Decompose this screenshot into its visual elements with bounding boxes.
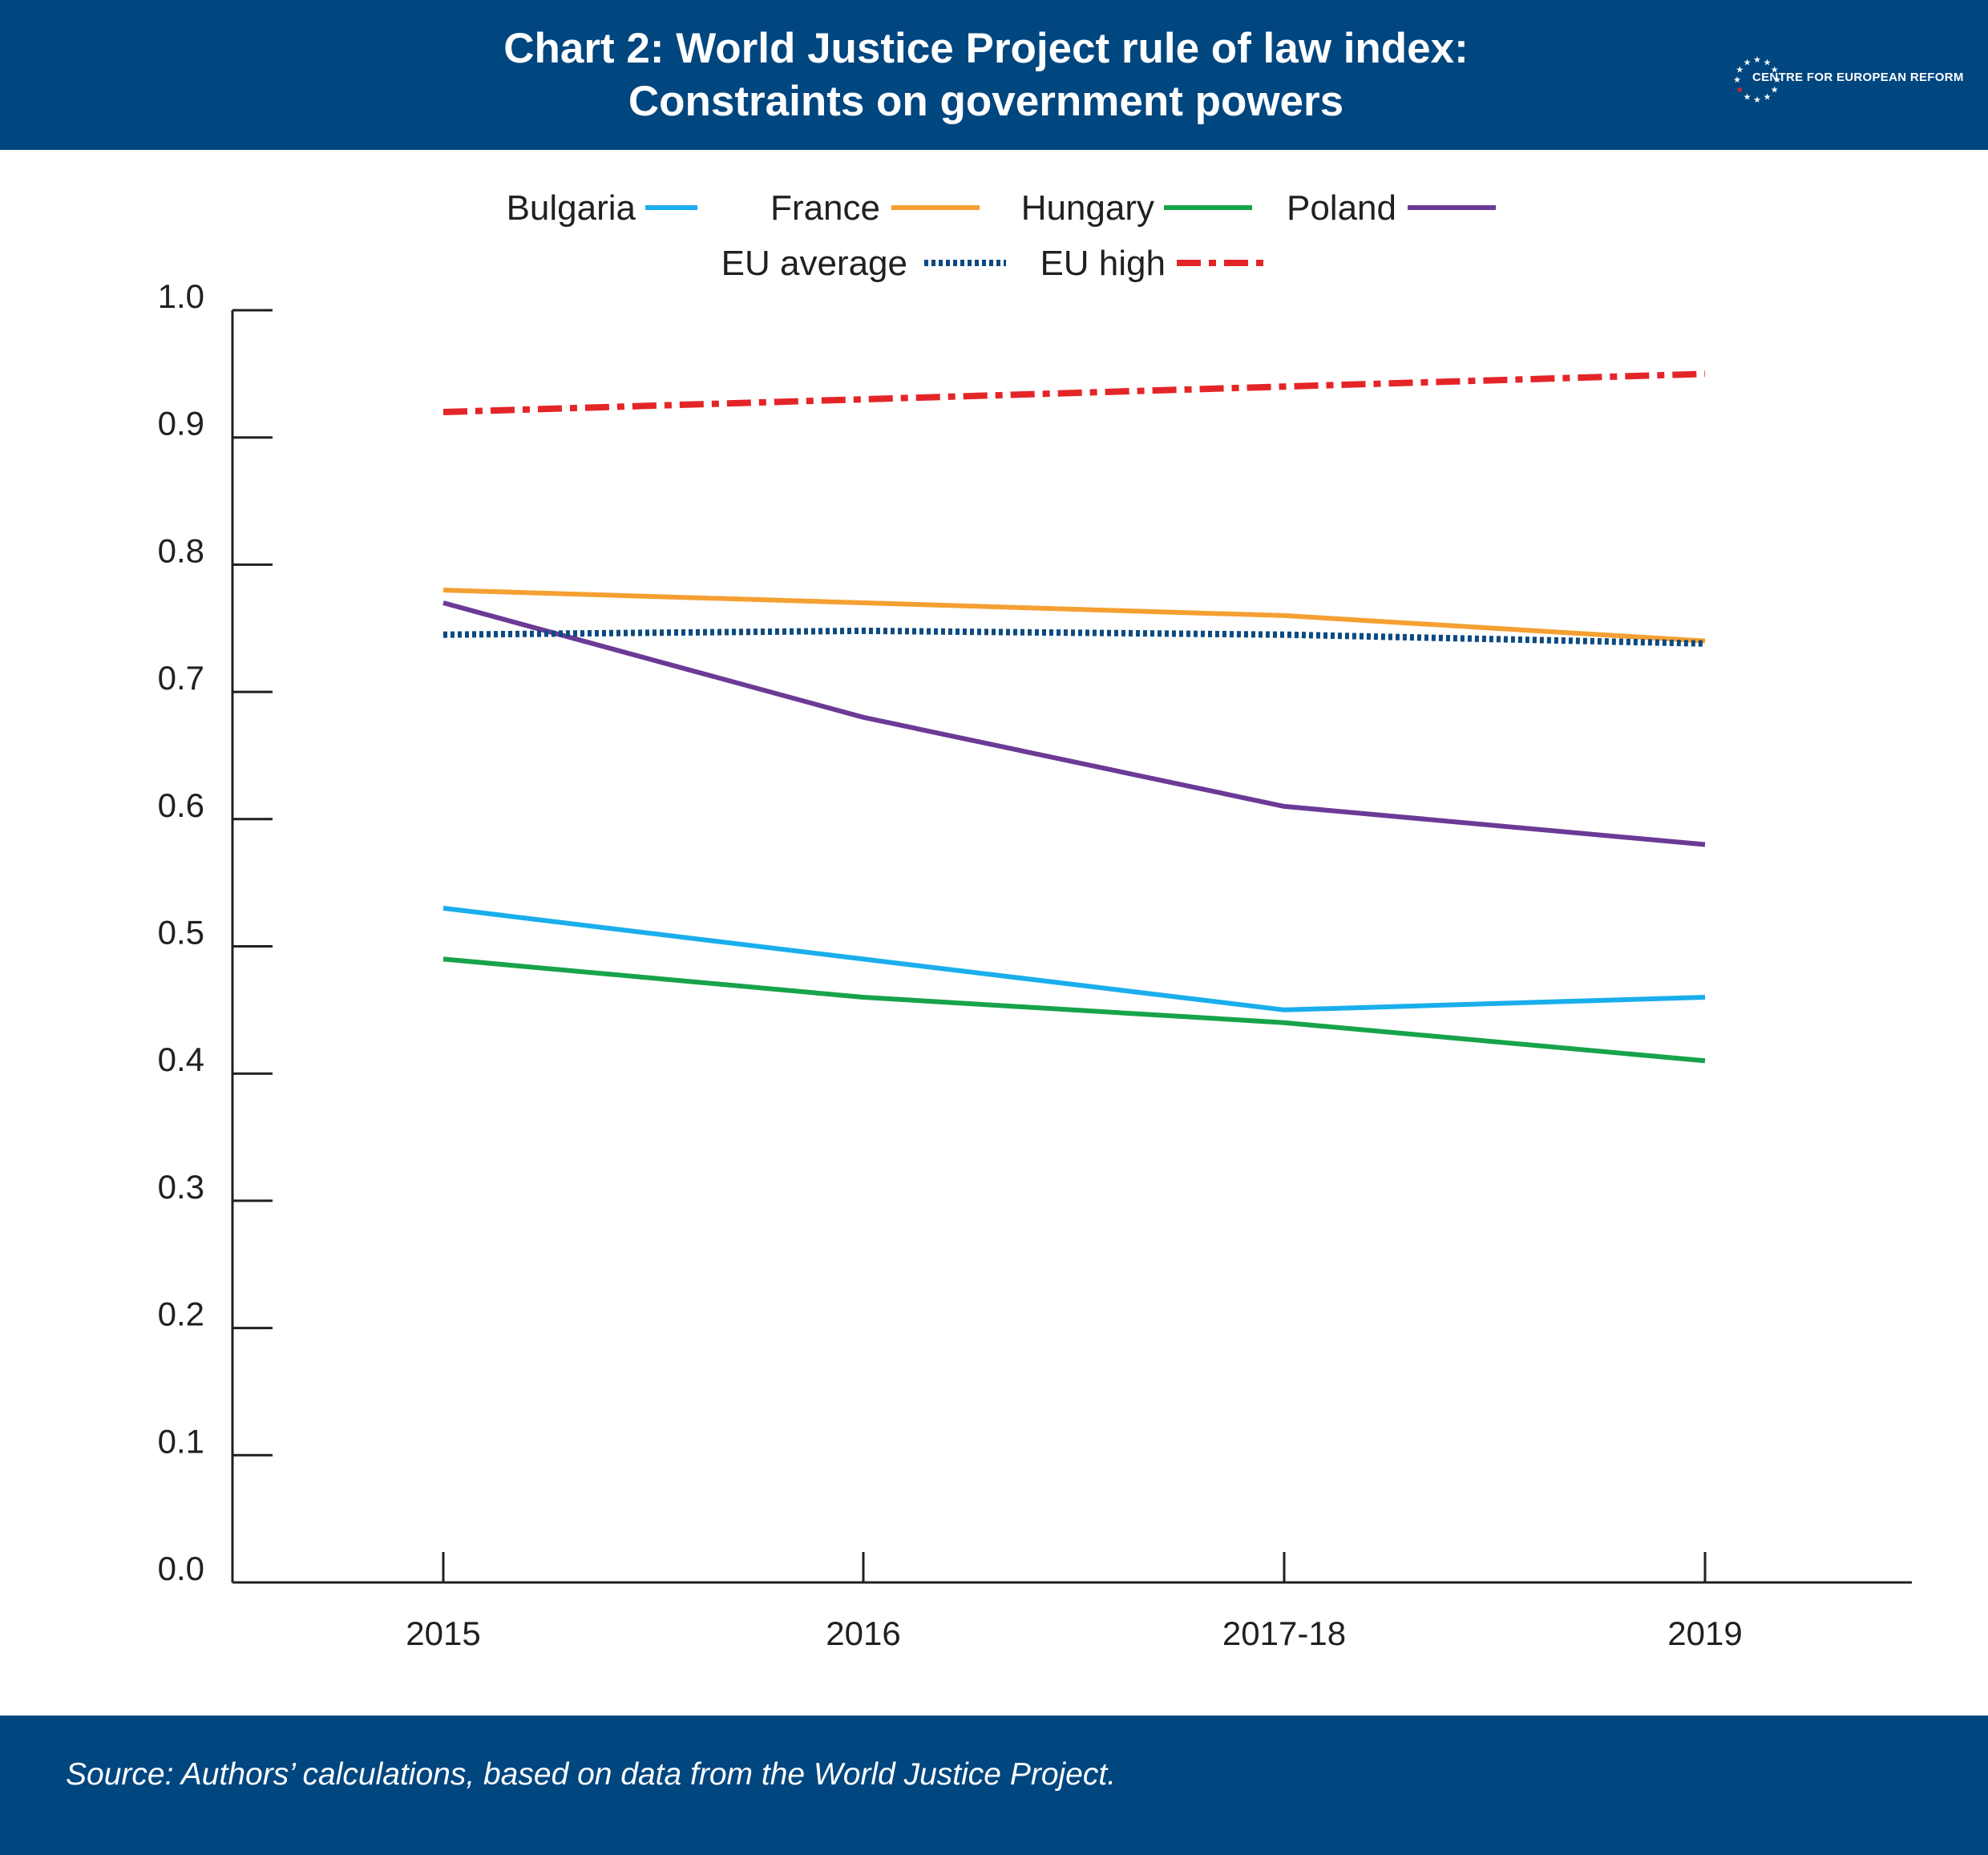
x-axis: 2015 2016 2017-18 2019	[232, 1552, 1912, 1652]
chart-header: Chart 2: World Justice Project rule of l…	[0, 0, 1988, 150]
legend-label-eu-average: EU average	[721, 244, 907, 283]
y-tick-label: 0.1	[158, 1422, 204, 1460]
cer-logo-text: CENTRE FOR EUROPEAN REFORM	[1752, 71, 1964, 84]
logo-star-icon: ★	[1744, 58, 1752, 67]
chart-footer: Source: Authors’ calculations, based on …	[0, 1716, 1988, 1855]
logo-star-icon: ★	[1753, 95, 1761, 105]
x-tick-label: 2019	[1667, 1615, 1742, 1652]
title-line-2: Constraints on government powers	[628, 78, 1344, 125]
y-tick-label: 0.6	[158, 786, 204, 824]
y-tick-label: 0.0	[158, 1550, 204, 1587]
legend-label-bulgaria: Bulgaria	[507, 188, 636, 228]
series-line-france	[442, 588, 1706, 644]
x-tick-label: 2015	[406, 1615, 480, 1652]
logo-star-icon: ★	[1771, 86, 1779, 95]
y-tick-label: 1.0	[158, 277, 204, 315]
logo-star-icon: ★	[1733, 75, 1741, 85]
logo-star-icon: ★	[1773, 75, 1781, 85]
logo-star-icon: ★	[1771, 66, 1779, 75]
series-lines	[442, 370, 1706, 1064]
logo-star-icon: ★	[1764, 58, 1772, 67]
y-tick-label: 0.2	[158, 1295, 204, 1333]
chart-title: Chart 2: World Justice Project rule of l…	[0, 22, 1972, 128]
series-line-hungary	[442, 956, 1706, 1064]
series-line-eu-high	[442, 370, 1706, 415]
y-tick-label: 0.9	[158, 405, 204, 443]
logo-star-icon: ★	[1735, 66, 1744, 75]
y-axis: 0.0 0.1 0.2 0.3 0.4 0.5 0.6 0.7 0.8 0.9 1.0	[158, 277, 273, 1587]
cer-logo-stars-icon: ★ ★★★★★★★★★★★	[1733, 55, 1781, 105]
logo-star-icon: ★	[1735, 86, 1744, 95]
series-line-eu-average	[442, 627, 1706, 647]
y-tick-label: 0.7	[158, 659, 204, 697]
legend-label-france: France	[770, 188, 880, 228]
y-tick-label: 0.3	[158, 1168, 204, 1206]
y-tick-label: 0.8	[158, 531, 204, 569]
legend-label-poland: Poland	[1287, 188, 1396, 228]
y-tick-label: 0.4	[158, 1041, 204, 1078]
line-chart: Bulgaria France Hungary Poland EU average EU …	[158, 188, 1912, 1652]
title-line-1: Chart 2: World Justice Project rule of l…	[503, 25, 1469, 72]
chart-legend: Bulgaria France Hungary Poland EU average EU …	[507, 188, 1496, 283]
logo-star-icon: ★	[1764, 93, 1772, 103]
logo-star-icon: ★	[1753, 55, 1761, 65]
legend-label-eu-high: EU high	[1040, 244, 1166, 283]
y-tick-label: 0.5	[158, 914, 204, 952]
series-line-bulgaria	[442, 905, 1706, 1012]
series-line-poland	[442, 600, 1706, 847]
legend-label-hungary: Hungary	[1021, 188, 1154, 228]
logo-star-icon: ★	[1744, 93, 1752, 103]
source-note: Source: Authors’ calculations, based on …	[66, 1757, 1117, 1792]
x-tick-label: 2016	[826, 1615, 900, 1652]
x-tick-label: 2017-18	[1222, 1615, 1346, 1652]
